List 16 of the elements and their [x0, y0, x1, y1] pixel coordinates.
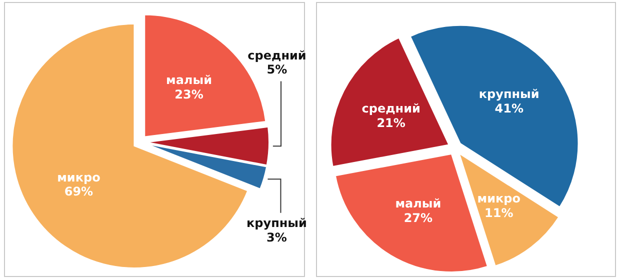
slice-label: микро: [477, 192, 520, 206]
data-label: 21%: [376, 116, 406, 130]
slice-label: средний: [248, 48, 306, 62]
data-label: 27%: [404, 210, 433, 225]
data-label: 23%: [174, 87, 204, 102]
slice-label: средний: [362, 102, 420, 116]
slice-label: микро: [57, 170, 100, 184]
slice-label: малый: [395, 196, 442, 210]
data-label: 3%: [266, 230, 287, 244]
data-label: 41%: [494, 102, 524, 116]
slice-label: крупный: [478, 87, 540, 102]
data-label: 69%: [64, 184, 94, 199]
slice-label: крупный: [246, 216, 307, 230]
data-label: 5%: [266, 62, 288, 77]
slice-label: малый: [166, 73, 212, 88]
data-label: 11%: [484, 206, 514, 220]
